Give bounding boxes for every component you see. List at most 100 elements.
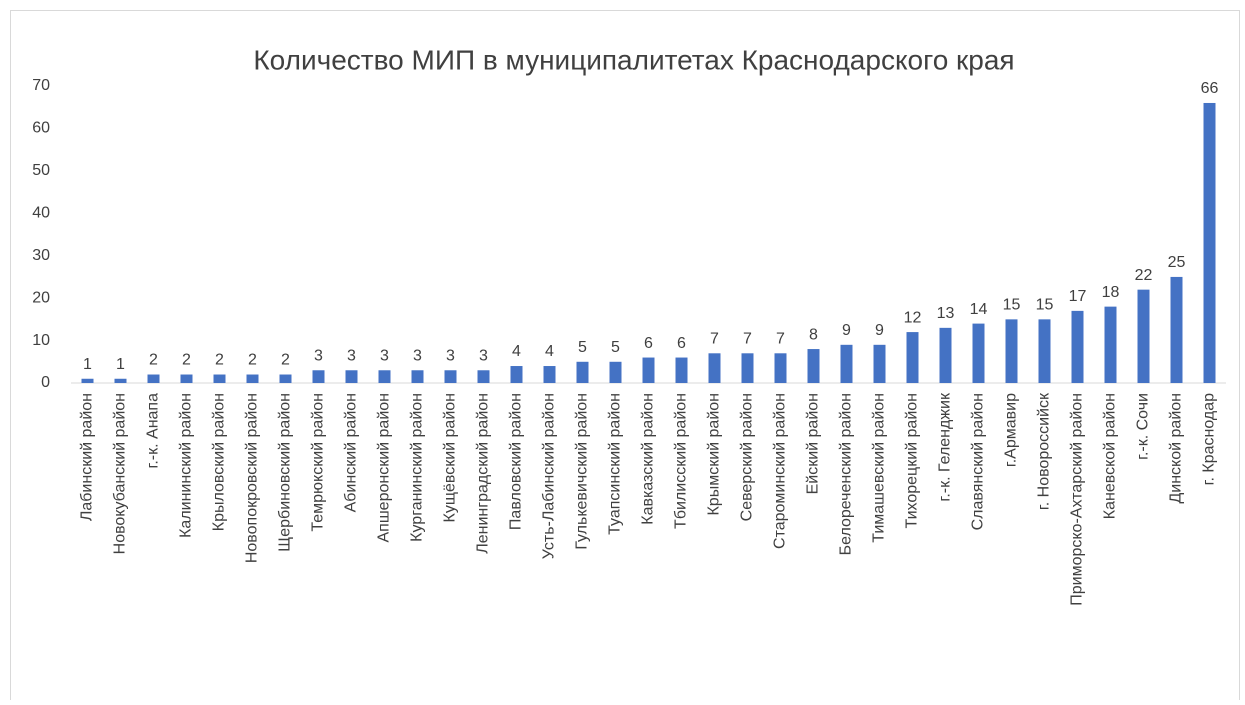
x-tick-label: Лабинский район: [79, 393, 96, 521]
x-tick-label: Ленинградский район: [475, 393, 492, 554]
bar: [378, 370, 391, 383]
data-label: 17: [1069, 288, 1087, 305]
bar: [1104, 306, 1117, 383]
bar: [477, 370, 490, 383]
data-label: 5: [611, 339, 620, 356]
bar: [246, 374, 259, 383]
x-tick-label: Ейский район: [805, 393, 822, 494]
x-tick-label: Крыловский район: [211, 393, 228, 531]
bar: [1203, 102, 1216, 383]
y-tick-label: 60: [32, 120, 50, 137]
bar: [213, 374, 226, 383]
x-tick-label: Кущёвский район: [442, 393, 459, 523]
bar: [906, 332, 919, 383]
bar: [1071, 310, 1084, 383]
bar: [1038, 319, 1051, 383]
x-tick-label: Новокубанский район: [112, 393, 129, 554]
bar: [840, 344, 853, 383]
x-tick-label: Славянский район: [970, 393, 987, 530]
bar: [147, 374, 160, 383]
bar: [972, 323, 985, 383]
chart-area: [10, 10, 1240, 705]
y-tick-label: 40: [32, 205, 50, 222]
data-label: 14: [970, 301, 988, 318]
x-tick-label: Каневской район: [1102, 393, 1119, 519]
data-label: 9: [842, 322, 851, 339]
bar: [1170, 276, 1183, 383]
bar: [1005, 319, 1018, 383]
data-label: 3: [347, 347, 356, 364]
bar: [939, 327, 952, 383]
bar: [279, 374, 292, 383]
x-tick-label: Туапсинский район: [607, 393, 624, 535]
y-tick-label: 70: [32, 77, 50, 94]
bar: [543, 366, 556, 383]
x-tick-label: Усть-Лабинский район: [541, 393, 558, 559]
data-label: 25: [1168, 254, 1186, 271]
data-label: 7: [743, 331, 752, 348]
x-tick-label: Темрюкский район: [310, 393, 327, 532]
bar: [444, 370, 457, 383]
bar: [774, 353, 787, 383]
x-tick-label: Тимашевский район: [871, 393, 888, 543]
x-tick-label: Кавказский район: [640, 393, 657, 525]
data-label: 12: [904, 309, 922, 326]
data-label: 13: [937, 305, 955, 322]
data-label: 2: [215, 352, 224, 369]
data-label: 4: [512, 343, 521, 360]
data-label: 6: [677, 335, 686, 352]
data-label: 3: [314, 347, 323, 364]
y-tick-label: 50: [32, 162, 50, 179]
data-label: 4: [545, 343, 554, 360]
data-label: 5: [578, 339, 587, 356]
bar: [675, 357, 688, 383]
bar: [345, 370, 358, 383]
data-label: 66: [1201, 80, 1219, 97]
y-tick-label: 20: [32, 289, 50, 306]
x-tick-label: Крымский район: [706, 393, 723, 516]
x-tick-label: Курганинский район: [409, 393, 426, 542]
x-tick-label: Павловский район: [508, 393, 525, 530]
x-tick-label: Тбилисский район: [673, 393, 690, 529]
x-tick-label: Приморско-Ахтарский район: [1069, 393, 1086, 606]
x-tick-label: Белореченский район: [838, 393, 855, 555]
bar: [873, 344, 886, 383]
bar: [81, 378, 94, 383]
bar: [741, 353, 754, 383]
data-label: 15: [1036, 297, 1054, 314]
data-label: 3: [479, 347, 488, 364]
x-tick-label: Абинский район: [343, 393, 360, 512]
bar: [576, 361, 589, 383]
x-tick-label: Щербиновский район: [277, 393, 294, 552]
bar: [180, 374, 193, 383]
data-label: 3: [380, 347, 389, 364]
data-label: 3: [446, 347, 455, 364]
x-tick-label: г.-к. Геленджик: [937, 392, 954, 502]
x-tick-label: Новопокровский район: [244, 393, 261, 563]
data-label: 3: [413, 347, 422, 364]
x-tick-label: Калининский район: [178, 393, 195, 538]
y-tick-label: 30: [32, 247, 50, 264]
bar: [1137, 289, 1150, 383]
data-label: 22: [1135, 267, 1153, 284]
x-tick-label: Тихорецкий район: [904, 393, 921, 528]
data-label: 18: [1102, 284, 1120, 301]
data-label: 9: [875, 322, 884, 339]
data-label: 1: [83, 356, 92, 373]
bar: [609, 361, 622, 383]
bar: [411, 370, 424, 383]
y-tick-label: 0: [41, 374, 50, 391]
x-tick-label: г.-к. Сочи: [1135, 393, 1152, 460]
data-label: 7: [776, 331, 785, 348]
data-label: 6: [644, 335, 653, 352]
bar: [312, 370, 325, 383]
x-tick-label: г. Новороссийск: [1036, 392, 1053, 510]
x-tick-label: Северский район: [739, 393, 756, 521]
bar: [708, 353, 721, 383]
x-tick-label: г. Краснодар: [1201, 393, 1218, 486]
bar: [807, 349, 820, 383]
data-label: 7: [710, 331, 719, 348]
y-tick-label: 10: [32, 332, 50, 349]
x-tick-label: Староминский район: [772, 393, 789, 549]
